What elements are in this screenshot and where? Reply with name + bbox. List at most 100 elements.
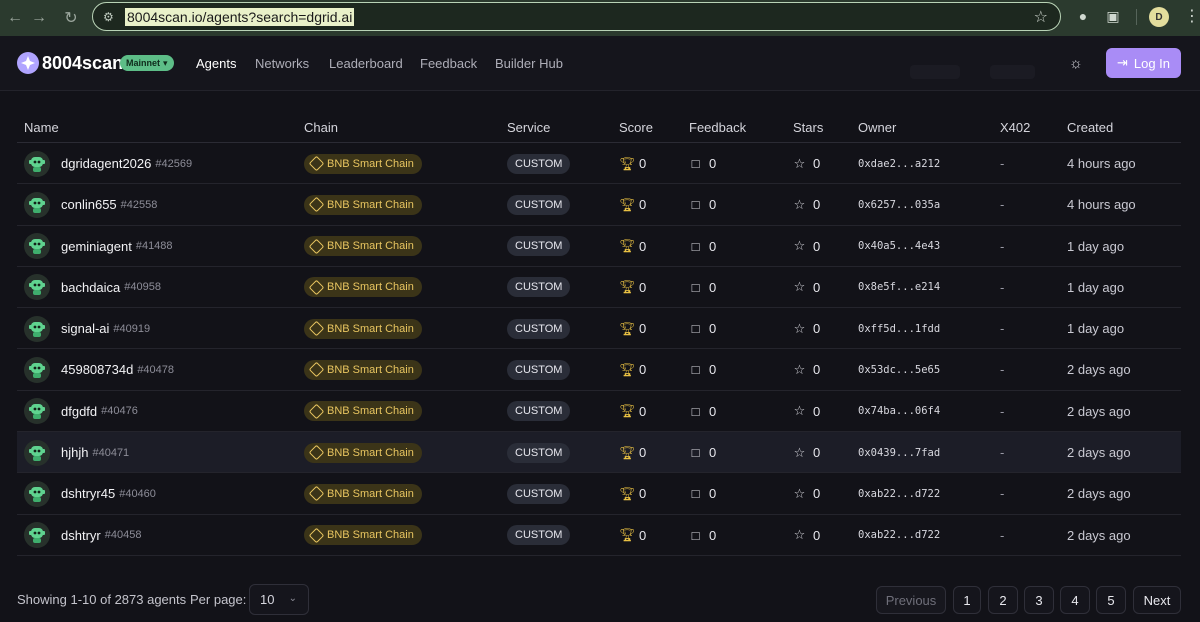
chain-badge: BNB Smart Chain <box>304 153 422 174</box>
table-row[interactable]: dfgdfd #40476 BNB Smart Chain CUSTOM 🏆︎ 0 □ 0 ☆ 0… <box>17 391 1181 433</box>
owner-address[interactable]: 0x74ba...06f4 <box>858 405 941 418</box>
header-chain[interactable]: Chain <box>304 120 338 135</box>
page-1-button[interactable]: 1 <box>953 586 981 614</box>
stars-value: 0 <box>813 156 821 171</box>
agent-name[interactable]: 459808734d <box>61 362 134 378</box>
page-4-button[interactable]: 4 <box>1060 586 1090 614</box>
owner-address[interactable]: 0x6257...035a <box>858 198 941 211</box>
back-arrow-icon[interactable]: ← <box>7 9 23 26</box>
agent-name[interactable]: bachdaica <box>61 279 121 295</box>
owner-address[interactable]: 0x0439...7fad <box>858 446 941 459</box>
owner-address[interactable]: 0xff5d...1fdd <box>858 322 941 335</box>
agent-name[interactable]: conlin655 <box>61 197 117 213</box>
service-cell: CUSTOM <box>507 349 571 390</box>
header-owner[interactable]: Owner <box>858 120 897 135</box>
header-name[interactable]: Name <box>24 120 59 135</box>
logo-icon[interactable] <box>17 52 39 74</box>
stars-cell: ☆ 0 <box>793 473 821 514</box>
table-row[interactable]: dshtryr #40458 BNB Smart Chain CUSTOM 🏆︎ 0 □ 0 ☆… <box>17 515 1181 556</box>
puzzle-extensions-icon[interactable]: ▣ <box>1106 7 1120 24</box>
score-value: 0 <box>639 527 647 543</box>
owner-address[interactable]: 0xdae2...a212 <box>858 157 941 170</box>
agent-name[interactable]: signal-ai <box>61 321 110 337</box>
agent-name[interactable]: geminiagent <box>61 238 132 254</box>
table-row[interactable]: bachdaica #40958 BNB Smart Chain CUSTOM 🏆︎ 0 □… <box>17 267 1181 309</box>
page-3-button[interactable]: 3 <box>1024 586 1054 614</box>
previous-page-button[interactable]: Previous <box>876 586 946 614</box>
agent-name[interactable]: hjhjh <box>61 445 89 461</box>
agent-name[interactable]: dfgdfd <box>61 403 98 419</box>
more-menu-icon[interactable]: ⋮ <box>1184 8 1200 25</box>
nav-networks[interactable]: Networks <box>255 56 310 71</box>
table-row[interactable]: dgridagent2026 #42569 BNB Smart Chain CUSTO… <box>17 143 1181 185</box>
score-value: 0 <box>639 197 647 213</box>
per-page-select[interactable]: 10 ⌄ <box>249 584 309 615</box>
extension-icon[interactable]: ● <box>1078 8 1088 24</box>
chat-bubble-icon: □ <box>691 156 700 171</box>
header-service[interactable]: Service <box>507 120 551 135</box>
chat-bubble-icon: □ <box>691 197 700 213</box>
star-outline-icon: ☆ <box>793 320 806 336</box>
agent-cell[interactable]: dshtryr45 #40460 <box>24 473 156 514</box>
score-cell: 🏆︎ 0 <box>619 515 646 556</box>
network-selector[interactable]: Mainnet ▾ <box>120 55 174 71</box>
owner-address[interactable]: 0x8e5f...e214 <box>858 281 941 294</box>
stars-cell: ☆ 0 <box>793 308 821 349</box>
stars-cell: ☆ 0 <box>793 391 821 432</box>
table-row[interactable]: 459808734d #40478 BNB Smart Chain CUSTOM 🏆︎ 0… <box>17 349 1181 391</box>
agent-avatar-icon <box>24 233 50 260</box>
theme-toggle-sun-icon[interactable]: ☼ <box>1069 55 1083 72</box>
agent-name[interactable]: dshtryr <box>61 527 101 543</box>
agent-cell[interactable]: hjhjh #40471 <box>24 432 129 473</box>
page-5-button[interactable]: 5 <box>1096 586 1126 614</box>
table-row[interactable]: signal-ai #40919 BNB Smart Chain CUSTOM 🏆︎ 0 □… <box>17 308 1181 350</box>
agent-cell[interactable]: signal-ai #40919 <box>24 308 150 349</box>
header-feedback[interactable]: Feedback <box>689 120 747 135</box>
url-text[interactable]: 8004scan.io/agents?search=dgrid.ai <box>125 7 355 26</box>
trophy-icon: 🏆︎ <box>619 444 636 460</box>
nav-feedback[interactable]: Feedback <box>420 56 478 71</box>
owner-address[interactable]: 0x53dc...5e65 <box>858 363 941 376</box>
table-row[interactable]: hjhjh #40471 BNB Smart Chain CUSTOM 🏆︎ 0 □ 0 ☆ 0 0… <box>17 432 1181 474</box>
agent-cell[interactable]: dshtryr #40458 <box>24 515 141 556</box>
score-cell: 🏆︎ 0 <box>619 391 646 432</box>
reload-icon[interactable]: ↻ <box>64 10 78 27</box>
table-row[interactable]: conlin655 #42558 BNB Smart Chain CUSTOM 🏆︎ 0 □… <box>17 184 1181 226</box>
bookmark-star-icon[interactable]: ☆ <box>1033 9 1048 26</box>
agent-cell[interactable]: 459808734d #40478 <box>24 349 174 390</box>
agent-cell[interactable]: conlin655 #42558 <box>24 184 157 225</box>
login-button[interactable]: ⇥ Log In <box>1106 48 1181 78</box>
agent-cell[interactable]: bachdaica #40958 <box>24 267 161 308</box>
page-2-button[interactable]: 2 <box>988 586 1018 614</box>
agent-name[interactable]: dgridagent2026 <box>61 156 152 171</box>
agent-name[interactable]: dshtryr45 <box>61 486 116 502</box>
address-bar[interactable]: ⚙ 8004scan.io/agents?search=dgrid.ai ☆ <box>92 2 1061 31</box>
owner-address[interactable]: 0xab22...d722 <box>858 487 941 500</box>
table-row[interactable]: dshtryr45 #40460 BNB Smart Chain CUSTOM 🏆︎ 0 □… <box>17 473 1181 515</box>
chain-label: BNB Smart Chain <box>327 240 414 253</box>
nav-agents[interactable]: Agents <box>196 56 237 71</box>
nav-builder-hub[interactable]: Builder Hub <box>495 56 563 71</box>
header-stars[interactable]: Stars <box>793 120 824 135</box>
owner-address[interactable]: 0x40a5...4e43 <box>858 240 941 253</box>
header-created[interactable]: Created <box>1067 120 1114 135</box>
chain-label: BNB Smart Chain <box>327 157 414 170</box>
stars-value: 0 <box>813 321 821 337</box>
nav-leaderboard[interactable]: Leaderboard <box>329 56 403 71</box>
header-score[interactable]: Score <box>619 120 653 135</box>
site-info-icon[interactable]: ⚙ <box>103 9 114 24</box>
logo-text[interactable]: 8004scan <box>42 53 124 73</box>
agent-cell[interactable]: geminiagent #41488 <box>24 226 173 267</box>
chat-bubble-icon: □ <box>691 279 700 295</box>
created-time: 2 days ago <box>1067 445 1131 461</box>
stars-cell: ☆ 0 <box>793 143 821 184</box>
header-x402[interactable]: X402 <box>1000 120 1031 135</box>
next-page-button[interactable]: Next <box>1133 586 1181 614</box>
agent-cell[interactable]: dfgdfd #40476 <box>24 391 138 432</box>
table-row[interactable]: geminiagent #41488 BNB Smart Chain CUSTOM 🏆︎… <box>17 226 1181 267</box>
agent-cell[interactable]: dgridagent2026 #42569 <box>24 143 192 184</box>
owner-address[interactable]: 0xab22...d722 <box>858 529 941 542</box>
forward-arrow-icon[interactable]: → <box>31 9 47 26</box>
profile-avatar[interactable]: D <box>1149 7 1169 27</box>
x402-value: - <box>1000 156 1005 171</box>
